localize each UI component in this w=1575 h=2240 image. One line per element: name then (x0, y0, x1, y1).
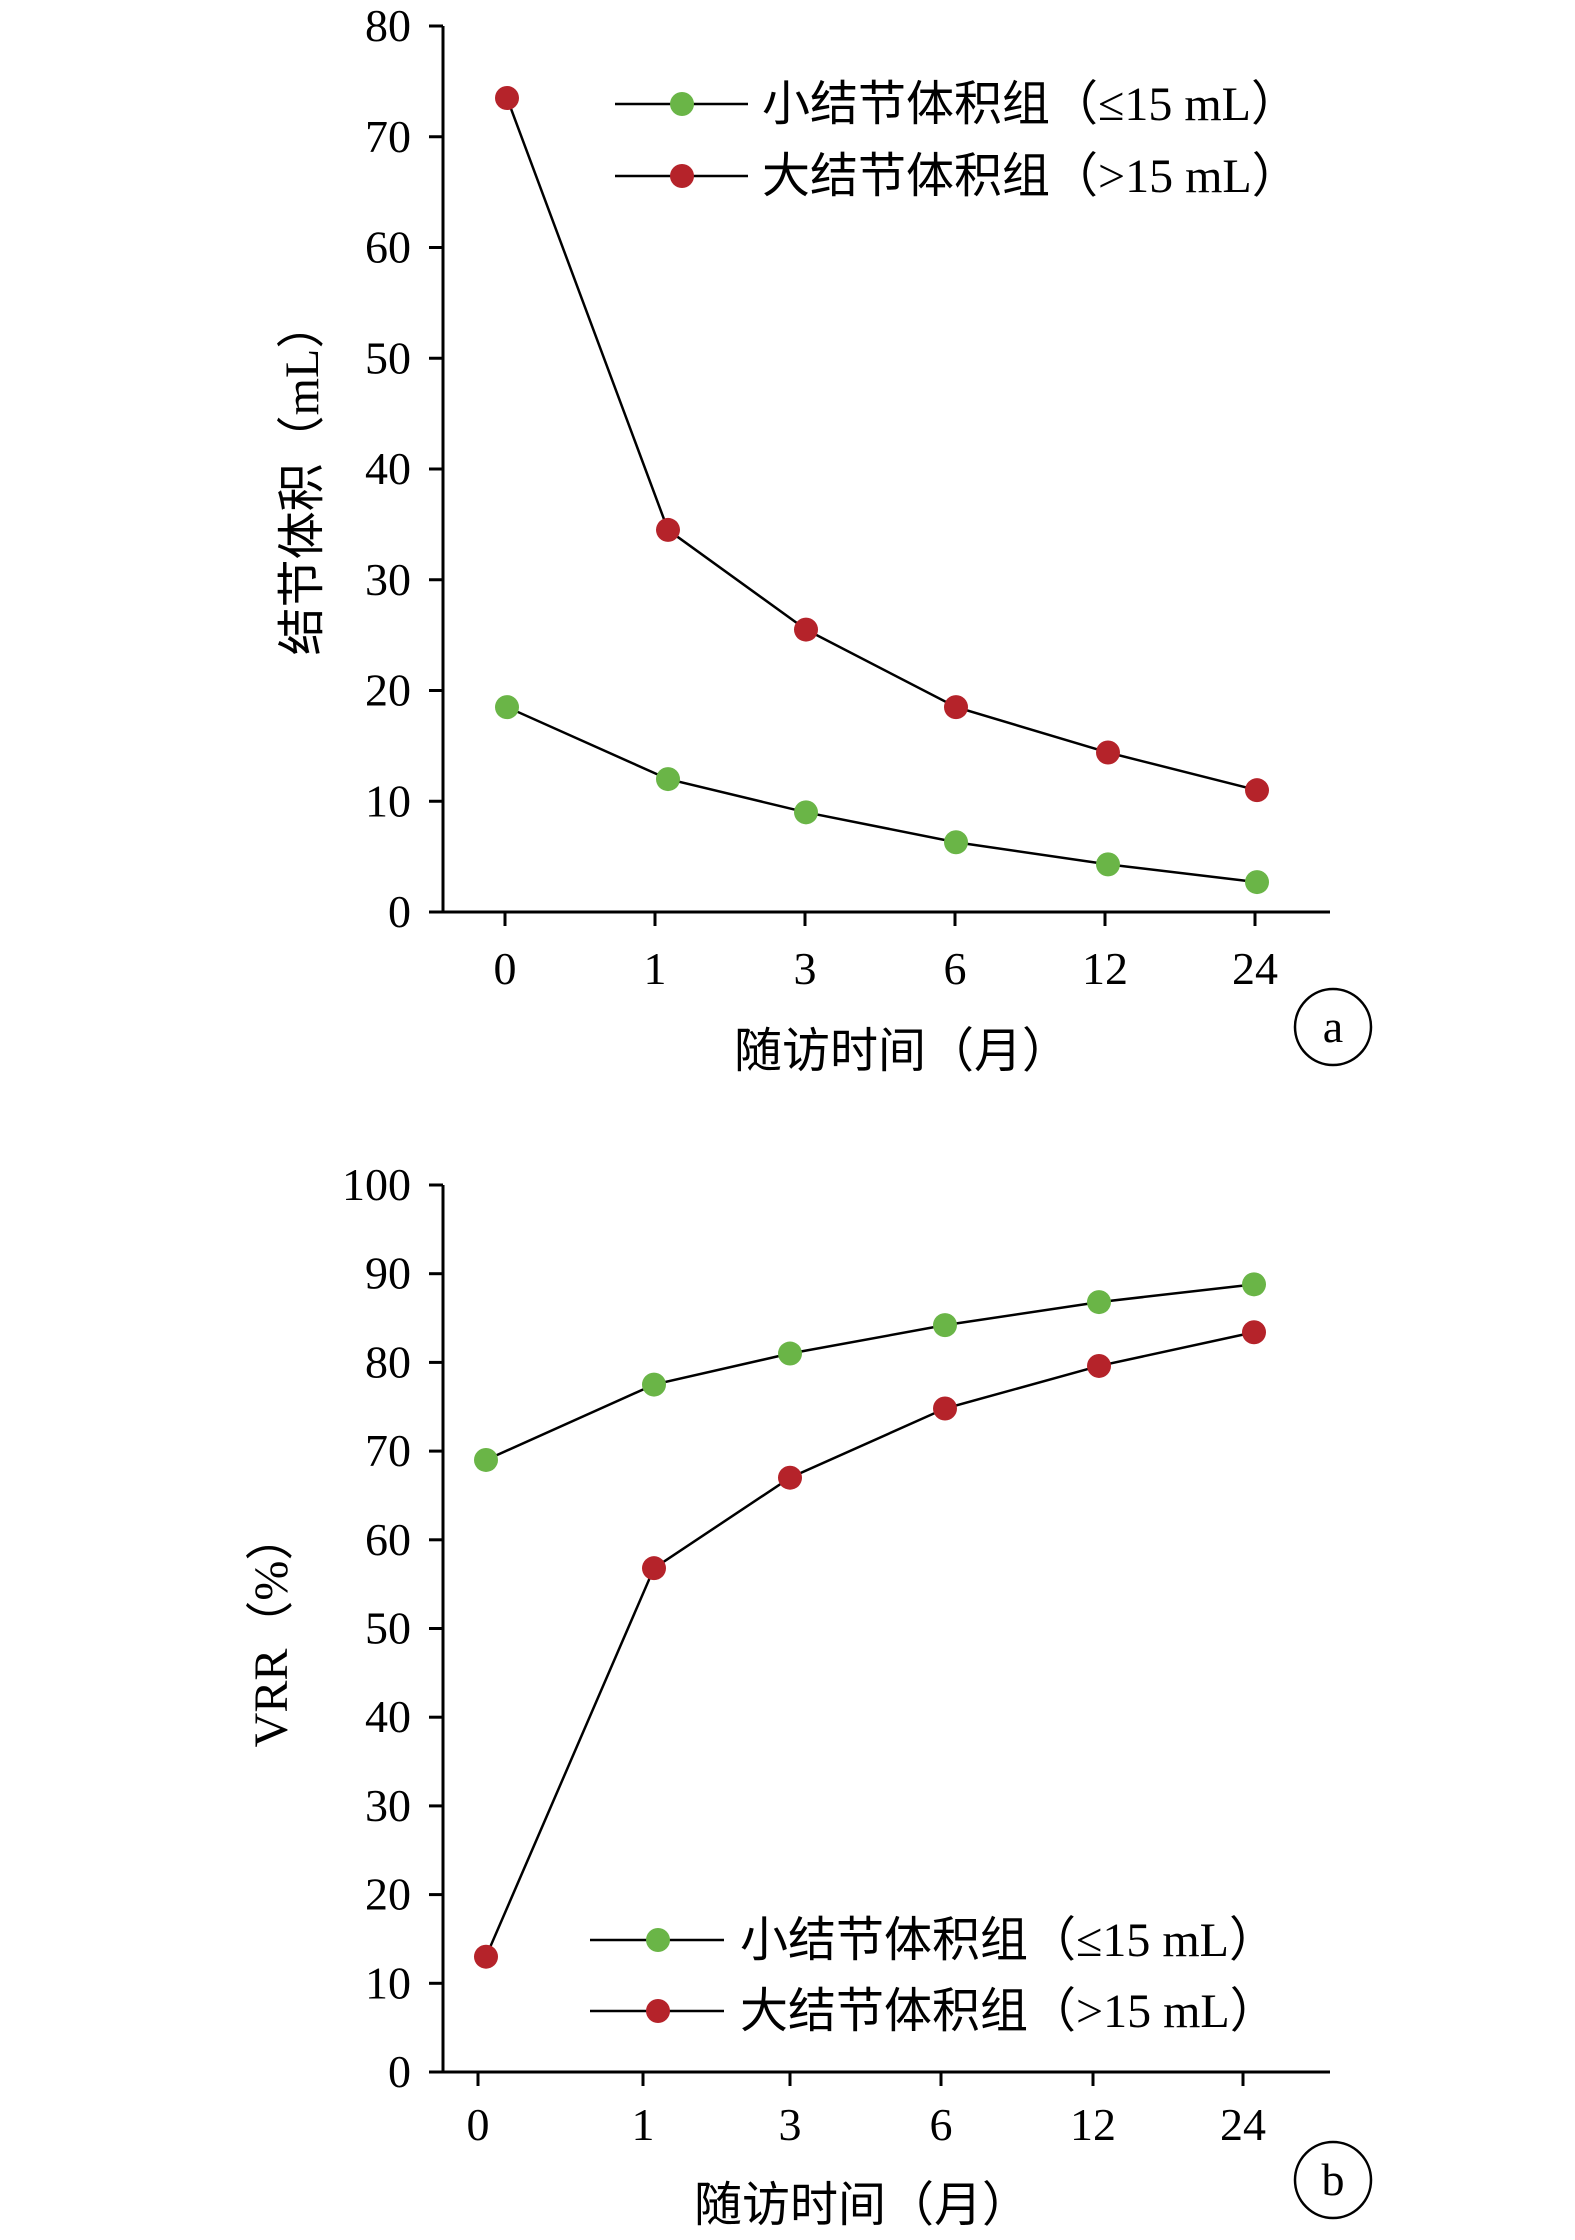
chart-b-legend-label: 大结节体积组（>15 mL） (740, 1985, 1278, 2038)
chart-b-x-tick-label: 24 (1220, 2099, 1266, 2150)
chart-b-y-tick-label: 30 (365, 1780, 411, 1831)
chart-a-panel-letter-circle (1293, 987, 1373, 1067)
chart-b-legend-marker (646, 1999, 670, 2023)
chart-b-series-1-point (1242, 1320, 1266, 1345)
chart-b-series-1-point (1087, 1353, 1111, 1378)
chart-b-y-tick-label: 90 (365, 1248, 411, 1299)
chart-a-series-1-point (656, 517, 680, 542)
chart-b-x-tick-label: 12 (1070, 2099, 1116, 2150)
chart-a-series-1-point (794, 617, 818, 642)
chart-a-series-1-point (1245, 778, 1269, 803)
chart-b-x-tick-label: 3 (779, 2099, 802, 2150)
chart-b-series-0-line (485, 1283, 1255, 1462)
chart-a-legend-label: 小结节体积组（≤15 mL） (762, 78, 1299, 131)
chart-b-y-tick-label: 50 (365, 1603, 411, 1654)
chart-a-y-tick-label: 50 (365, 332, 411, 383)
chart-a-y-tick-label: 10 (365, 775, 411, 826)
chart-b-x-tick-label: 1 (632, 2099, 655, 2150)
chart-b-x-axis-title: 随访时间（月） (694, 2179, 1030, 2232)
chart-a-y-tick-label: 40 (365, 443, 411, 494)
chart-b-series-0-point (642, 1372, 666, 1397)
chart-a-y-tick-label: 80 (365, 0, 411, 51)
chart-b-series-1-point (933, 1396, 957, 1421)
chart-a-x-tick-label: 6 (944, 943, 967, 994)
chart-b-series-0-point (778, 1341, 802, 1366)
chart-b-series-1-point (778, 1465, 802, 1490)
chart-b-legend-marker (646, 1928, 670, 1952)
chart-a-series-0-point (1096, 852, 1120, 877)
chart-a-series-0-point (944, 830, 968, 855)
chart-b-y-tick-label: 100 (342, 1159, 411, 1210)
chart-b-series-1-point (474, 1944, 498, 1969)
chart-b-y-tick-label: 80 (365, 1336, 411, 1387)
chart-a-y-tick-label: 60 (365, 222, 411, 273)
chart-a-series-0-point (656, 767, 680, 792)
chart-a-y-axis-title: 结节体积（mL） (276, 301, 329, 656)
chart-b-series-1-line (484, 1331, 1255, 1958)
chart-a-series-0-line (506, 705, 1258, 884)
chart-a-legend-label: 大结节体积组（>15 mL） (762, 150, 1300, 203)
chart-a-x-tick-label: 24 (1232, 943, 1278, 994)
chart-a-series-1-point (1096, 740, 1120, 765)
chart-b-panel-letter-circle (1293, 2140, 1373, 2220)
chart-b-series-1-point (642, 1556, 666, 1581)
chart-b-y-tick-label: 70 (365, 1425, 411, 1476)
chart-b-y-tick-label: 10 (365, 1957, 411, 2008)
chart-b-series-0-point (933, 1313, 957, 1338)
chart-b-y-tick-label: 0 (388, 2046, 411, 2097)
chart-a-x-tick-label: 1 (644, 943, 667, 994)
chart-a-series-1-point (944, 695, 968, 720)
chart-b-series-0-point (1087, 1290, 1111, 1315)
chart-a-x-tick-label: 0 (494, 943, 517, 994)
chart-a-panel-letter: a (1323, 1001, 1343, 1052)
chart-a-series-1-point (495, 85, 519, 110)
chart-b-y-tick-label: 60 (365, 1514, 411, 1565)
chart-b-legend-label: 小结节体积组（≤15 mL） (740, 1914, 1277, 1967)
chart-b-x-tick-label: 0 (467, 2099, 490, 2150)
chart-a-y-tick-label: 20 (365, 665, 411, 716)
chart-a-legend-marker (670, 92, 694, 116)
chart-b-y-axis-title: VRR（%） (245, 1513, 298, 1748)
chart-a-series-0-point (495, 695, 519, 720)
chart-b-panel: 0 10 20 30 40 50 60 70 80 90 100 0 1 3 6 12 24 随访时间（月） VRR… (245, 1159, 1373, 2232)
chart-a-x-tick-label: 3 (794, 943, 817, 994)
chart-a-x-axis-title: 随访时间（月） (734, 1025, 1070, 1078)
chart-b-panel-letter: b (1322, 2154, 1345, 2205)
chart-a-panel: 0 10 20 30 40 50 60 70 80 0 1 3 6 12 24 随访时间（月） 结节体积（mL）… (276, 0, 1373, 1078)
chart-b-y-tick-label: 20 (365, 1869, 411, 1920)
chart-b-x-tick-label: 6 (930, 2099, 953, 2150)
chart-a-x-tick-label: 12 (1082, 943, 1128, 994)
chart-a-series-0-point (1245, 870, 1269, 895)
chart-a-y-tick-label: 0 (388, 886, 411, 937)
chart-a-y-tick-label: 70 (365, 111, 411, 162)
chart-b-series-0-point (474, 1447, 498, 1472)
chart-a-y-tick-label: 30 (365, 554, 411, 605)
chart-b-y-tick-label: 40 (365, 1691, 411, 1742)
chart-a-legend-marker (670, 164, 694, 188)
chart-a-series-0-point (794, 800, 818, 825)
chart-a-series-1-line (505, 97, 1258, 792)
chart-b-series-0-point (1242, 1272, 1266, 1297)
